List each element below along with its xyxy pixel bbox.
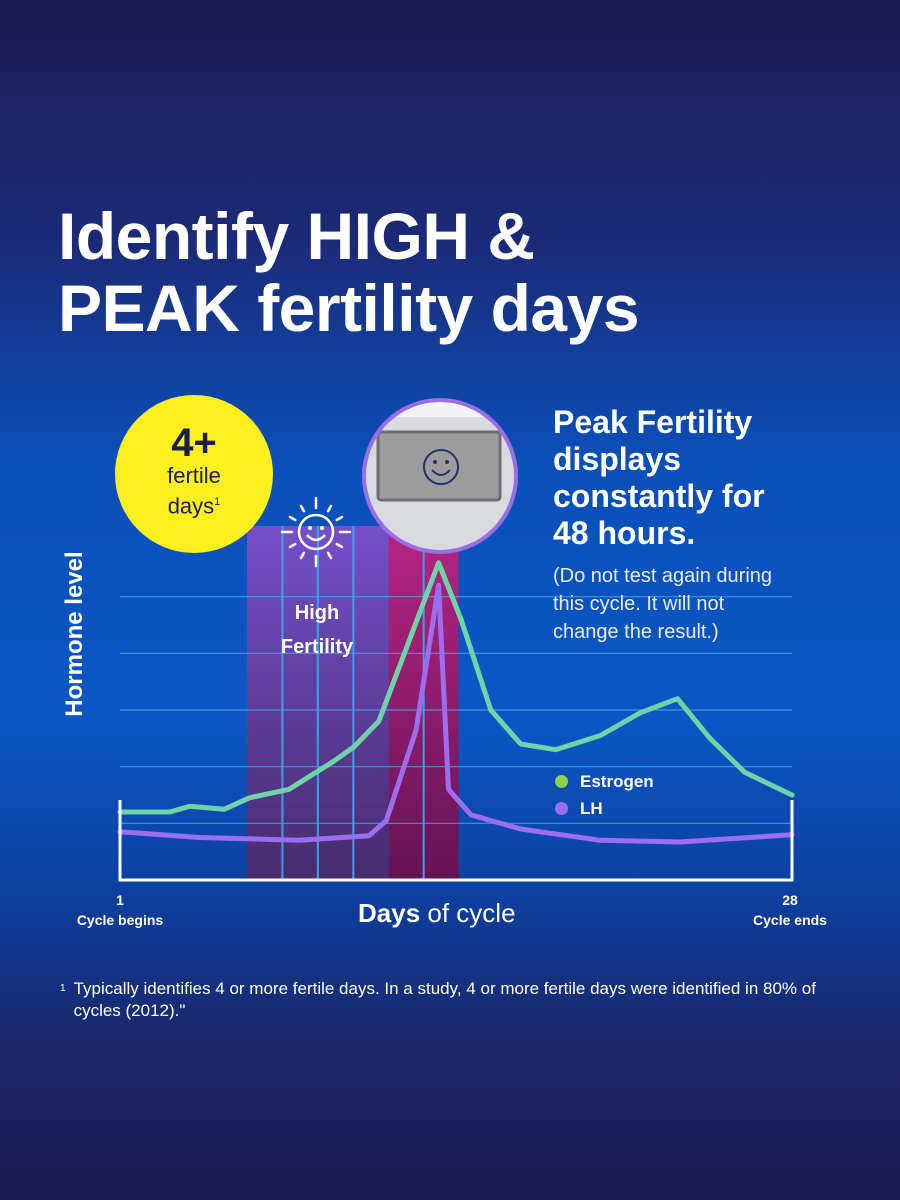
high-fertility-label: High Fertility	[262, 596, 372, 664]
peak-note-line: (Do not test again during	[553, 565, 773, 587]
peak-note-line: change the result.)	[553, 621, 719, 643]
legend-item-estrogen: Estrogen	[555, 772, 654, 792]
peak-heading-line: displays	[553, 441, 682, 477]
band-label-line: High	[294, 602, 340, 624]
x-axis-label: Days of cycle	[358, 898, 516, 929]
legend-swatch	[555, 775, 568, 788]
x-axis-label-rest: of cycle	[427, 898, 516, 928]
y-axis-label: Hormone level	[61, 551, 88, 717]
peak-note: (Do not test again during this cycle. It…	[553, 562, 772, 646]
badge-line-2: days1	[115, 489, 273, 519]
headline-line-1: Identify HIGH &	[58, 199, 535, 273]
peak-heading-line: Peak Fertility	[553, 404, 753, 440]
badge-value: 4+	[171, 421, 217, 465]
x-tick-label: 28	[782, 892, 798, 908]
badge-line-1: fertile	[167, 463, 221, 488]
x-tick-start: 1 Cycle begins	[60, 890, 180, 930]
x-axis-label-bold: Days	[358, 898, 421, 928]
headline: Identify HIGH & PEAK fertility days	[58, 199, 640, 345]
footnote-mark: 1	[214, 496, 221, 508]
x-tick-label: 1	[116, 892, 124, 908]
footnote: 1 Typically identifies 4 or more fertile …	[60, 978, 820, 1022]
fertile-days-badge: 4+ fertile days1	[115, 395, 273, 553]
x-tick-caption: Cycle ends	[753, 912, 827, 928]
series-line-estrogen	[117, 560, 795, 815]
legend-item-lh: LH	[555, 799, 603, 819]
sun-ray	[299, 504, 306, 513]
sun-ray	[326, 504, 333, 513]
x-tick-end: 28 Cycle ends	[730, 890, 850, 930]
peak-heading-line: 48 hours.	[553, 515, 696, 551]
sun-ray	[326, 551, 333, 560]
band-label-line: Fertility	[280, 636, 354, 658]
footnote-mark: 1	[60, 983, 66, 994]
badge-days: days	[167, 493, 215, 519]
axis-frame	[118, 800, 794, 882]
sun-ray	[299, 551, 306, 560]
legend-label: Estrogen	[580, 772, 654, 791]
sun-ray	[335, 542, 344, 549]
headline-line-2: PEAK fertility days	[58, 271, 640, 345]
sun-ray	[288, 542, 297, 549]
legend-label: LH	[580, 799, 603, 818]
peak-heading: Peak Fertility displays constantly for 4…	[553, 404, 765, 552]
peak-heading-line: constantly for	[553, 478, 765, 514]
footnote-text: Typically identifies 4 or more fertile d…	[73, 979, 816, 1020]
legend-swatch	[555, 802, 568, 815]
sun-ray	[335, 515, 344, 522]
test-display-smiley-icon	[362, 398, 518, 554]
smiling-sun-icon	[280, 496, 352, 568]
series-line-lh	[117, 582, 795, 845]
peak-note-line: this cycle. It will not	[553, 593, 725, 615]
sun-ray	[288, 515, 297, 522]
x-tick-caption: Cycle begins	[76, 912, 164, 928]
